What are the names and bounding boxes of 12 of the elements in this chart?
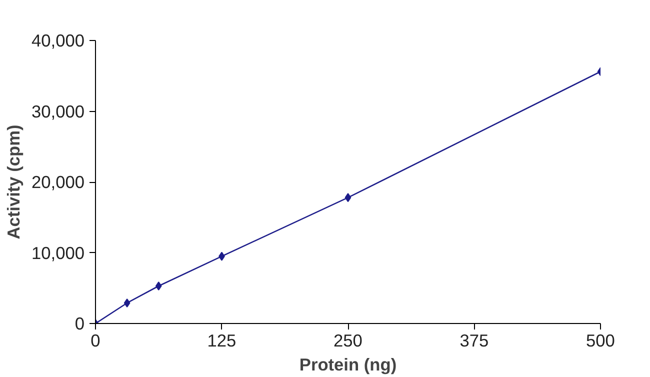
y-tick-label: 10,000 xyxy=(32,242,84,263)
y-axis-title: Activity (cpm) xyxy=(4,124,24,240)
y-tick-label: 0 xyxy=(74,314,85,334)
y-tick-label: 30,000 xyxy=(32,101,84,122)
x-tick-label: 125 xyxy=(207,330,236,350)
x-axis-title: Protein (ng) xyxy=(299,354,397,374)
y-tick-label: 40,000 xyxy=(32,30,84,50)
y-tick-label: 20,000 xyxy=(32,172,84,192)
x-tick-label: 500 xyxy=(586,330,615,350)
x-tick-label: 0 xyxy=(90,330,100,350)
x-tick-label: 250 xyxy=(334,330,362,350)
x-tick-label: 375 xyxy=(460,330,489,350)
